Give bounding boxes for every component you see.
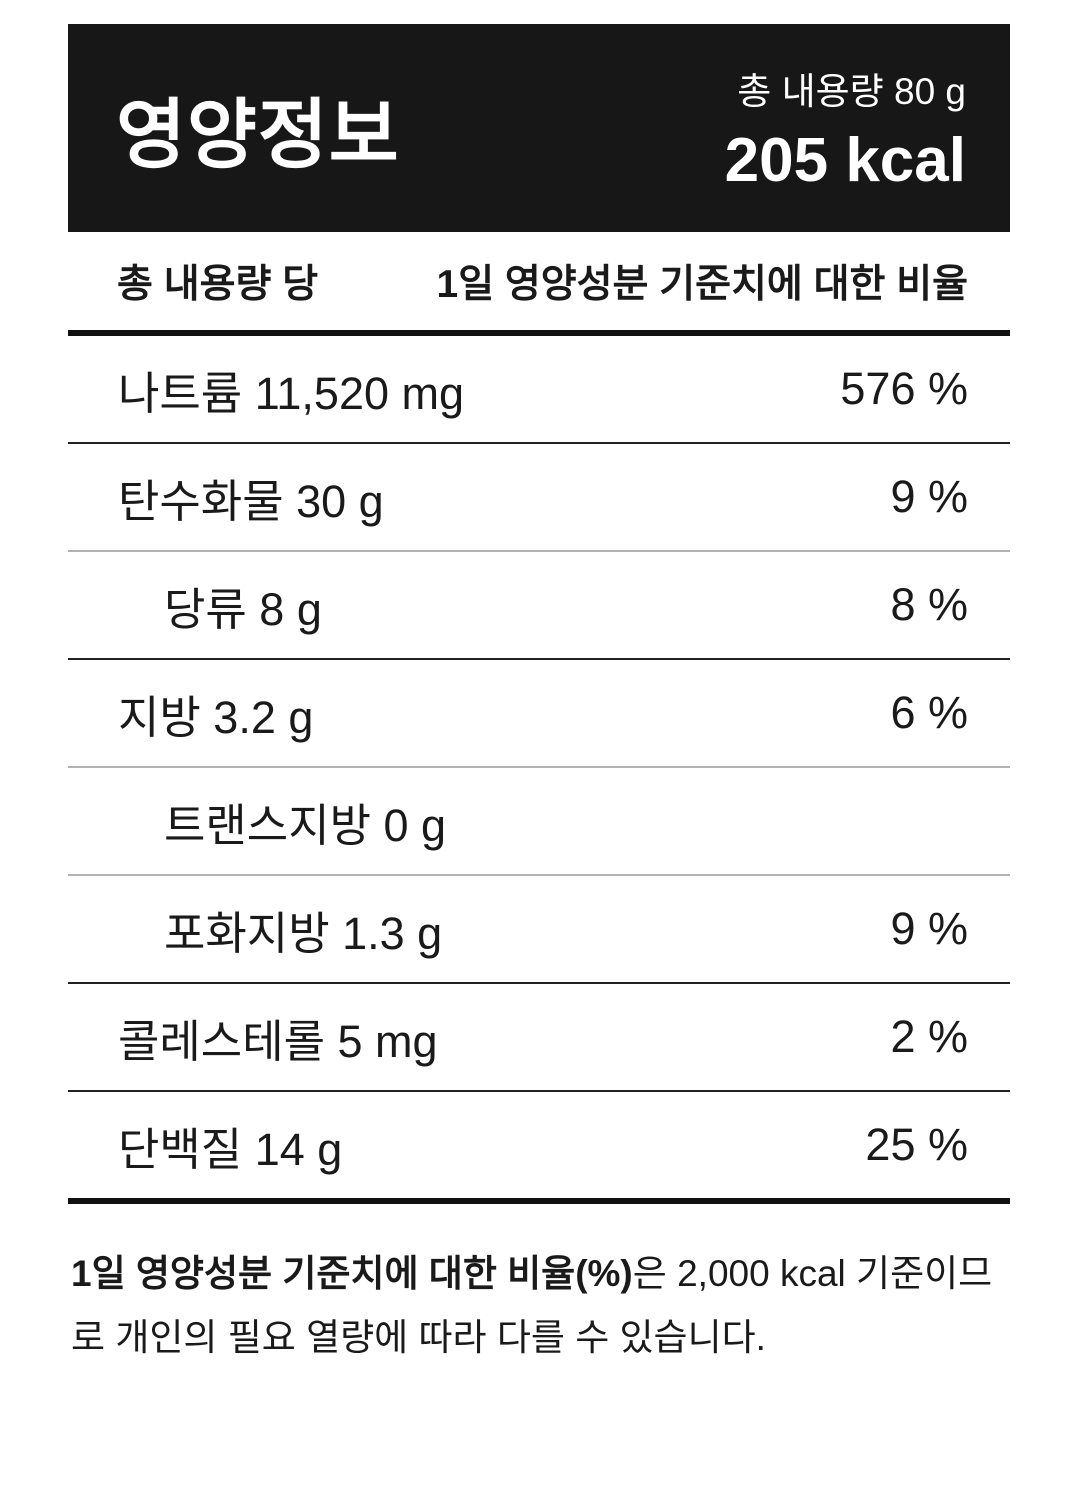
nutrient-percent: 2 % xyxy=(890,1011,968,1062)
column-header-left: 총 내용량 당 xyxy=(117,263,319,306)
nutrient-name: 포화지방 1.3 g xyxy=(164,907,443,959)
nutrient-name: 탄수화물 30 g xyxy=(118,475,384,527)
nutrient-name: 콜레스테롤 5 mg xyxy=(118,1015,438,1067)
nutrient-name: 당류 8 g xyxy=(164,583,322,635)
nutrient-percent: 9 % xyxy=(890,471,968,522)
footnote-regular-text: 은 2,000 kcal 기준이므로 개인의 필요 열량에 따라 다를 수 있습… xyxy=(71,1253,993,1358)
daily-value-footnote: 1일 영양성분 기준치에 대한 비율(%)은 2,000 kcal 기준이므로 … xyxy=(71,1242,1008,1370)
row-divider xyxy=(68,658,1010,660)
nutrient-name: 지방 3.2 g xyxy=(118,691,314,743)
row-divider xyxy=(68,766,1010,768)
nutrient-percent: 25 % xyxy=(865,1119,968,1170)
nutrition-label: 영양정보 총 내용량 80 g 205 kcal 총 내용량 당 1일 영양성분… xyxy=(68,24,1010,1204)
footnote-bold-text: 1일 영양성분 기준치에 대한 비율(%) xyxy=(71,1253,633,1294)
label-header: 영양정보 총 내용량 80 g 205 kcal xyxy=(68,24,1010,232)
row-divider xyxy=(68,1090,1010,1092)
nutrient-percent: 6 % xyxy=(890,687,968,738)
table-top-rule xyxy=(68,330,1010,336)
row-divider xyxy=(68,550,1010,552)
nutrient-name: 나트륨 11,520 mg xyxy=(118,367,465,419)
header-right: 총 내용량 80 g 205 kcal xyxy=(725,61,966,196)
table-row: 나트륨 11,520 mg 576 % xyxy=(68,336,1010,442)
table-row: 지방 3.2 g 6 % xyxy=(68,660,1010,766)
nutrient-percent: 576 % xyxy=(840,363,968,414)
table-bottom-rule xyxy=(68,1198,1010,1204)
label-title: 영양정보 xyxy=(116,93,400,178)
table-row: 당류 8 g 8 % xyxy=(68,552,1010,658)
nutrient-percent: 9 % xyxy=(890,903,968,954)
table-row: 콜레스테롤 5 mg 2 % xyxy=(68,984,1010,1090)
row-divider xyxy=(68,982,1010,984)
column-header-right: 1일 영양성분 기준치에 대한 비율 xyxy=(436,263,968,306)
nutrient-percent: 8 % xyxy=(890,579,968,630)
table-row: 탄수화물 30 g 9 % xyxy=(68,444,1010,550)
row-divider xyxy=(68,874,1010,876)
table-column-header: 총 내용량 당 1일 영양성분 기준치에 대한 비율 xyxy=(68,232,1010,330)
nutrient-name: 단백질 14 g xyxy=(118,1123,343,1175)
table-row: 단백질 14 g 25 % xyxy=(68,1092,1010,1198)
total-content-amount: 총 내용량 80 g xyxy=(737,70,966,112)
table-row: 트랜스지방 0 g xyxy=(68,768,1010,874)
row-divider xyxy=(68,442,1010,444)
table-row: 포화지방 1.3 g 9 % xyxy=(68,876,1010,982)
calories-value: 205 kcal xyxy=(724,125,966,195)
nutrient-name: 트랜스지방 0 g xyxy=(164,799,447,851)
